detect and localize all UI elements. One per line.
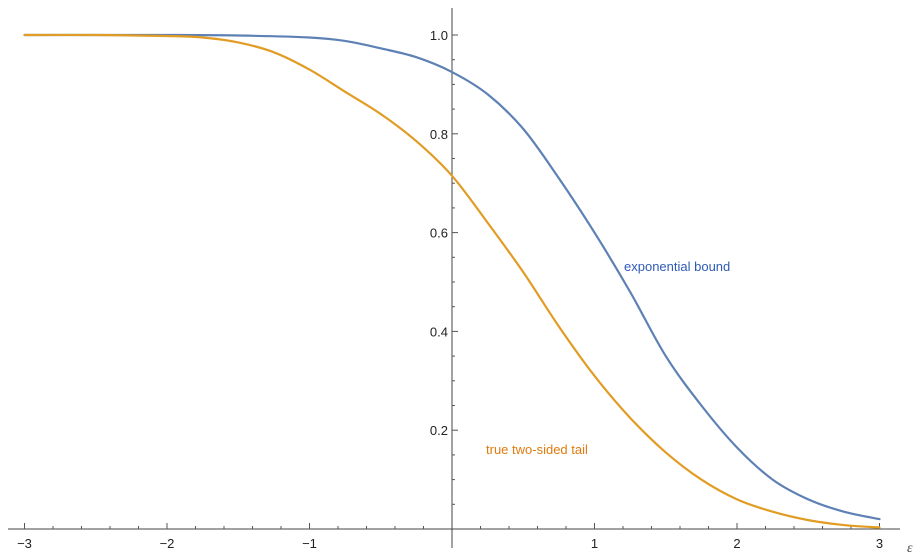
x-tick-label: 3	[876, 536, 883, 551]
x-axis-title: ε	[907, 541, 913, 554]
series-line-true-two-sided-tail	[23, 33, 881, 529]
x-tick-label: −3	[17, 536, 32, 551]
x-tick-label: −1	[302, 536, 317, 551]
y-tick-label: 0.4	[430, 324, 448, 339]
axes: ε	[8, 8, 913, 554]
y-tick-label: 0.6	[430, 226, 448, 241]
x-ticks: −3 −2 −1 1 2 3	[17, 523, 883, 551]
y-ticks: 0.2 0.4 0.6 0.8 1.0	[430, 28, 458, 505]
series-labels: exponential bound true two-sided tail	[486, 259, 730, 457]
series-label-exponential-bound: exponential bound	[624, 259, 730, 274]
series-label-true-two-sided-tail: true two-sided tail	[486, 442, 588, 457]
series-layer	[23, 33, 881, 529]
series-line-exponential-bound	[23, 33, 881, 521]
y-tick-label: 1.0	[430, 28, 448, 43]
y-tick-label: 0.8	[430, 127, 448, 142]
y-tick-label: 0.2	[430, 423, 448, 438]
x-tick-label: 1	[591, 536, 598, 551]
x-tick-label: 2	[733, 536, 740, 551]
x-tick-label: −2	[160, 536, 175, 551]
